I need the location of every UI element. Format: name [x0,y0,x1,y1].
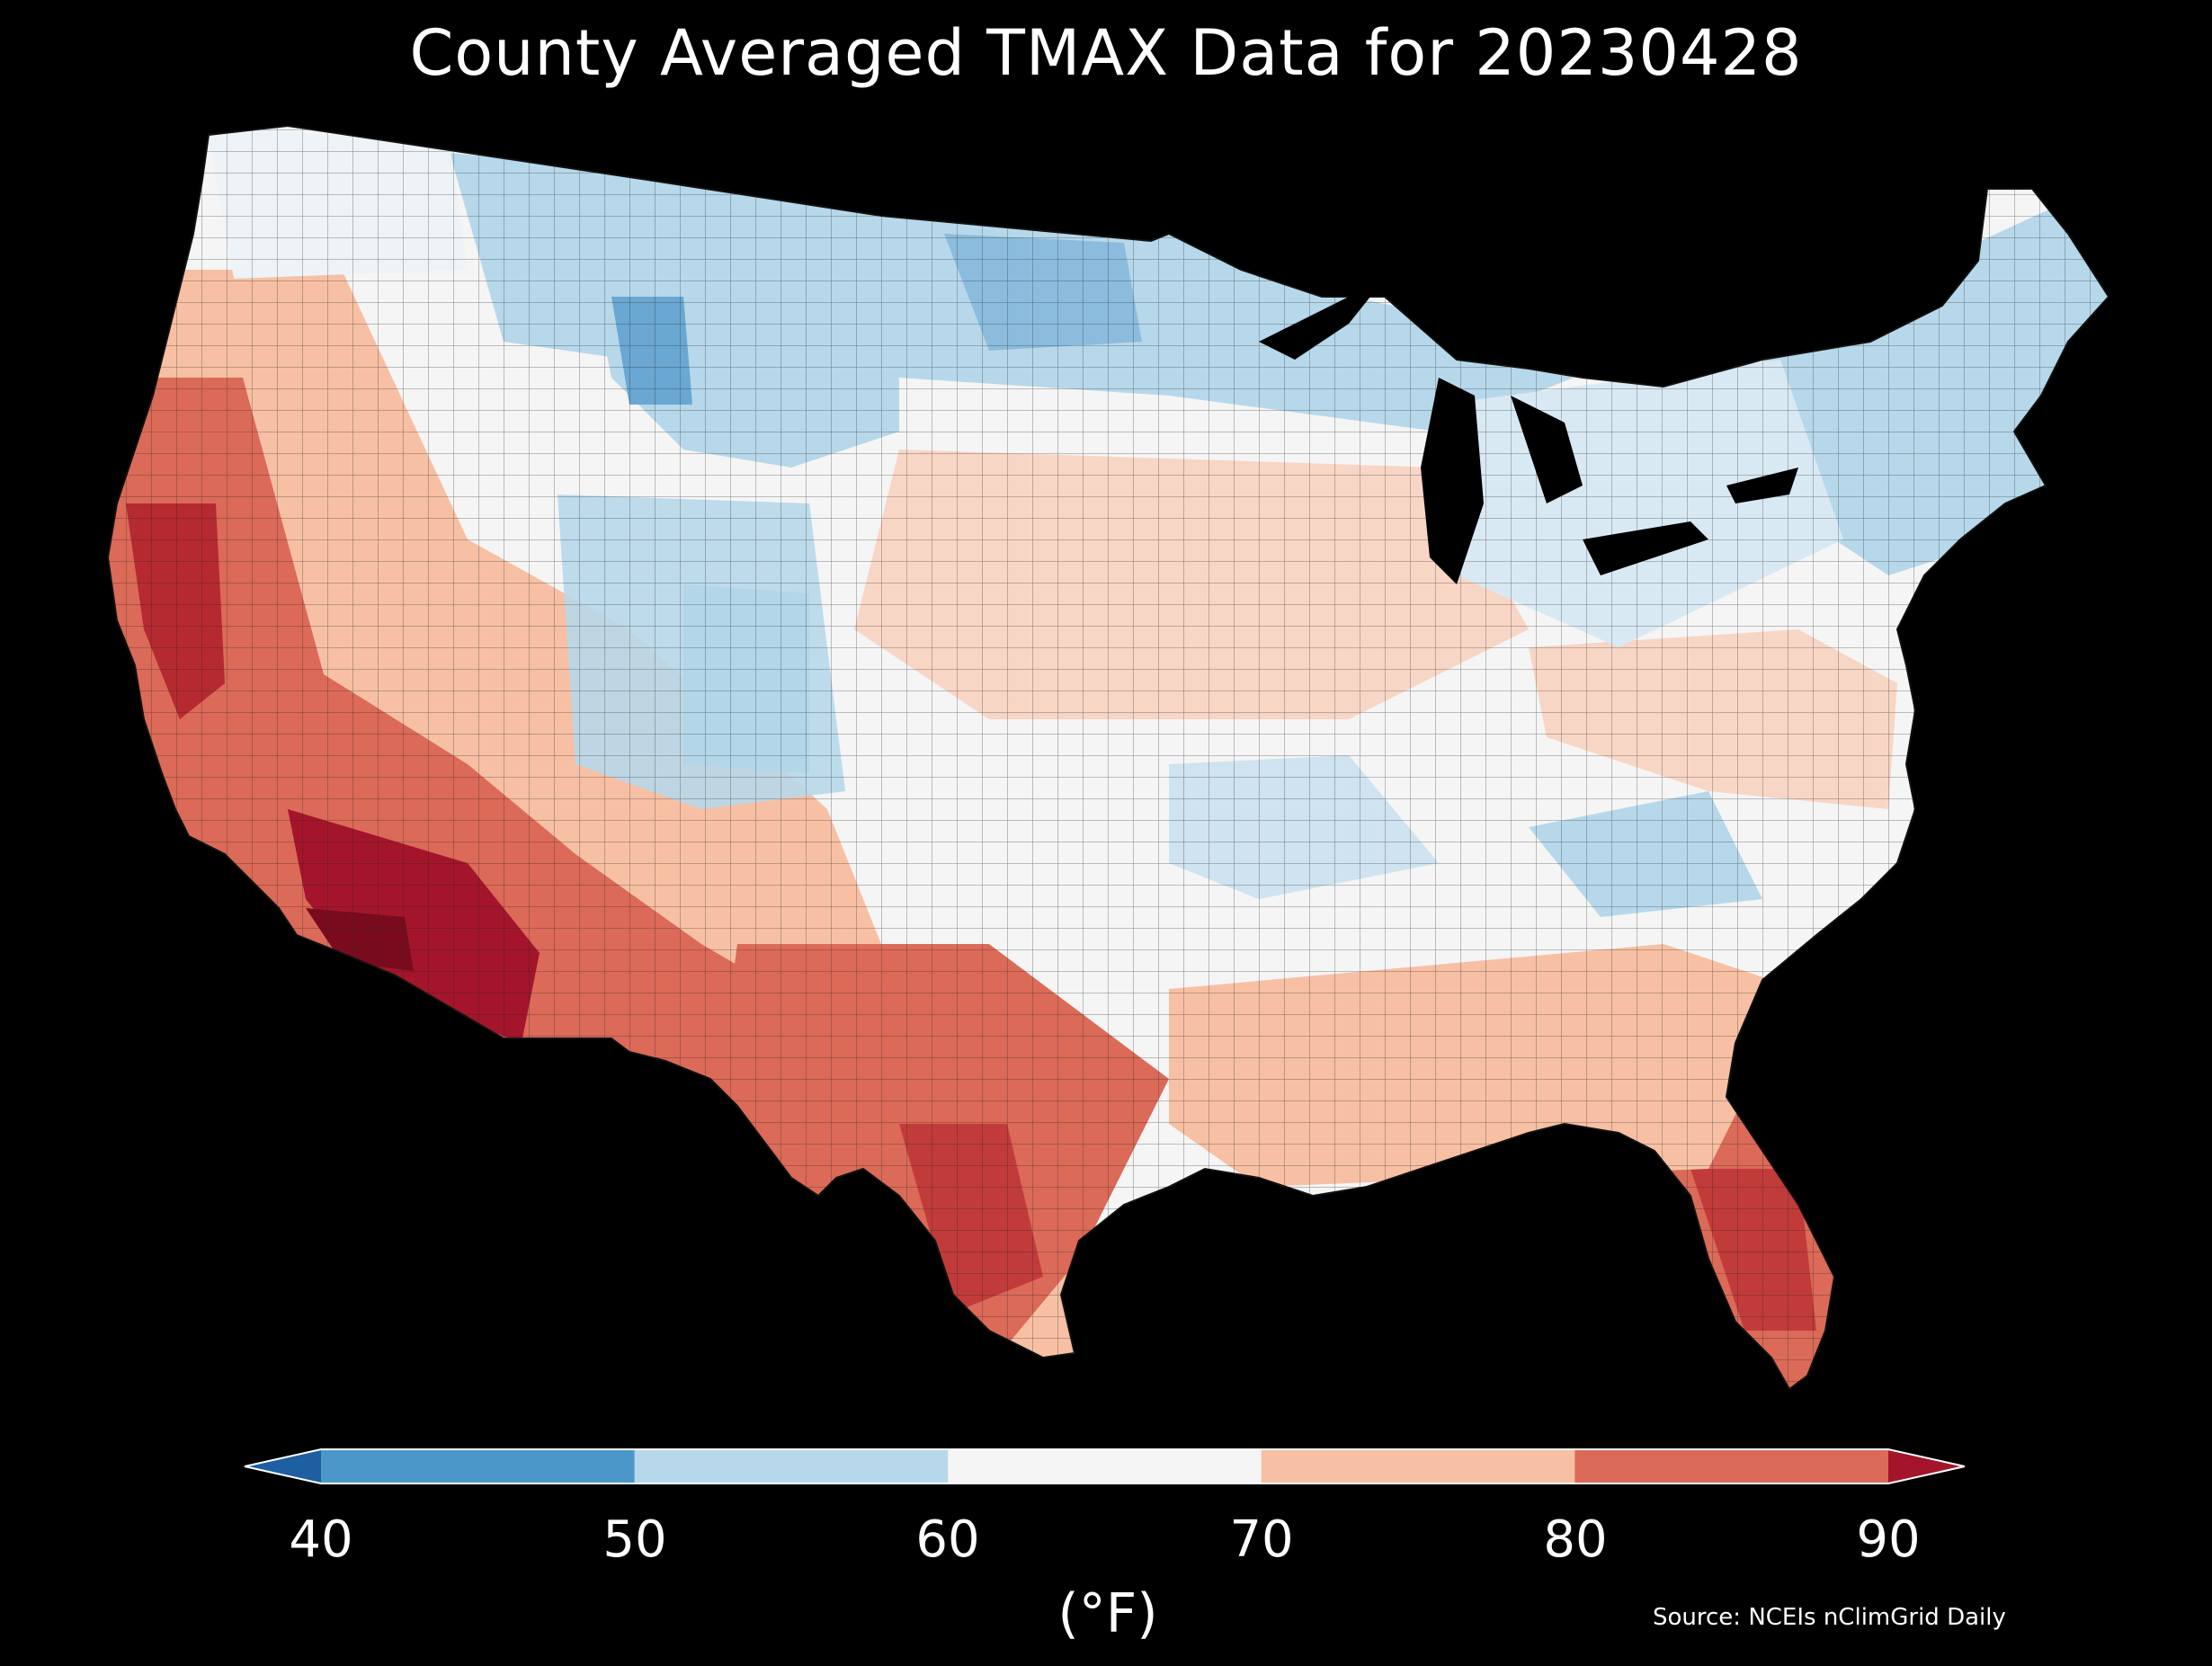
colorbar-bin-80-90 [1574,1449,1889,1483]
colorbar-tick-90: 90 [1856,1510,1921,1569]
map-title: County Averaged TMAX Data for 20230428 [409,16,1803,90]
colorbar-bin-50-60 [634,1449,949,1483]
colorbar-extend-high [1888,1449,1965,1483]
colorbar-bin-70-80 [1261,1449,1575,1483]
colorbar-tick-80: 80 [1543,1510,1608,1569]
colorbar-units-label: (°F) [1057,1582,1158,1645]
source-credit: Source: NCEIs nClimGrid Daily [1653,1604,2006,1631]
colorbar-tick-60: 60 [915,1510,980,1569]
colorbar-extend-low [245,1449,321,1483]
colorbar-outline [244,1448,1966,1484]
colorbar-bin-40-50 [321,1449,636,1483]
colorbar-tick-40: 40 [289,1510,353,1569]
colorbar-bin-60-70 [948,1449,1262,1483]
colorbar-tick-50: 50 [602,1510,667,1569]
colorbar-tick-70: 70 [1229,1510,1294,1569]
